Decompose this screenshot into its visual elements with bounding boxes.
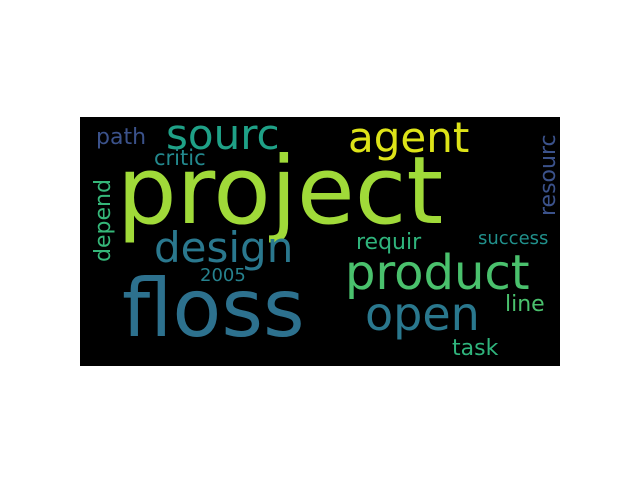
word-resourc: resourc [536,134,560,216]
word-depend: depend [91,179,116,262]
word-2005: 2005 [200,265,246,286]
word-open: open [365,287,480,341]
word-design: design [154,223,294,272]
word-floss: floss [122,262,305,355]
word-sourc: sourc [166,117,280,159]
word-product: product [345,245,530,301]
word-critic: critic [154,146,206,170]
word-agent: agent [348,117,470,162]
word-path: path [96,125,147,150]
word-task: task [452,336,499,361]
word-requir: requir [356,230,422,255]
word-success: success [478,228,549,249]
word-line: line [505,292,545,317]
word-cloud-canvas: project floss product design sourc agent… [80,117,560,366]
word-project: project [117,137,444,246]
